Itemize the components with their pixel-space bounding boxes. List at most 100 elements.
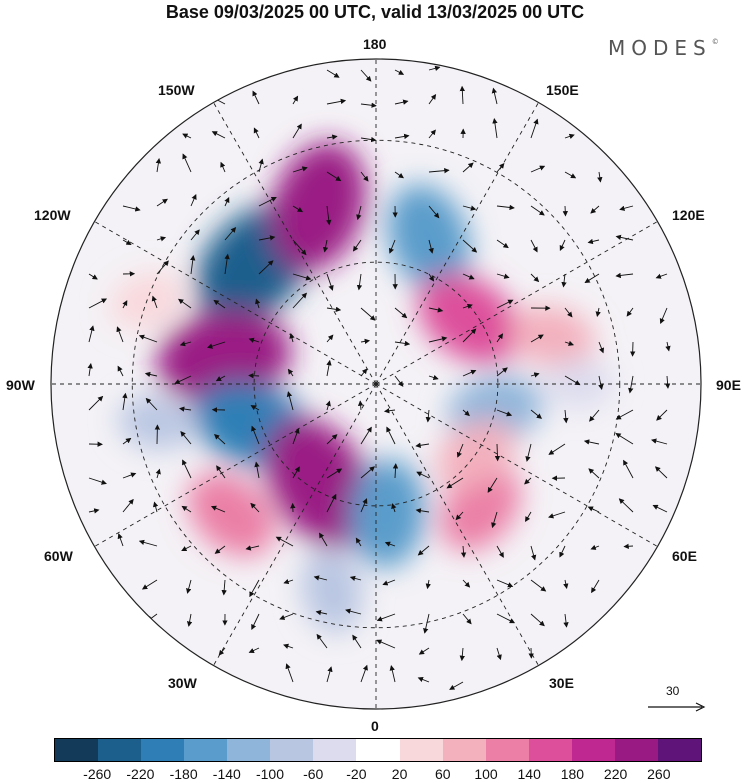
wind-arrow-icon (326, 306, 342, 313)
wind-arrow-icon (315, 610, 328, 616)
anomaly-cell (510, 305, 595, 368)
colorbar-tick-label: -220 (126, 766, 155, 782)
wind-arrow-icon (190, 193, 197, 207)
colorbar-tick-label: -20 (346, 766, 367, 782)
wind-arrow-icon (253, 127, 260, 139)
wind-arrow-icon (496, 367, 508, 377)
wind-arrow-icon (496, 333, 504, 343)
wind-arrow-icon (207, 341, 226, 349)
wind-arrow-icon (563, 613, 569, 628)
wind-arrow-icon (326, 468, 343, 479)
wind-arrow-icon (428, 65, 441, 71)
wind-arrow-icon (179, 341, 192, 347)
wind-arrow-icon (360, 307, 376, 321)
wind-arrow-icon (562, 205, 568, 217)
wind-arrow-icon (224, 227, 237, 241)
wind-arrow-icon (138, 334, 158, 343)
wind-arrow-icon (289, 332, 295, 343)
wind-arrow-icon (388, 239, 396, 254)
wind-arrow-icon (145, 397, 158, 411)
wind-arrow-icon (326, 69, 340, 78)
wind-arrow-icon (525, 511, 532, 523)
wind-arrow-icon (628, 375, 634, 394)
meridian-line (94, 383, 377, 547)
lon-label-120w: 120W (34, 207, 71, 223)
wind-arrow-icon (425, 579, 431, 590)
wind-arrow-icon (391, 503, 397, 513)
wind-arrow-icon (214, 545, 226, 554)
wind-arrow-icon (462, 613, 472, 625)
wind-arrow-icon (287, 368, 294, 377)
colorbar (54, 738, 702, 762)
colorbar-segment (528, 739, 572, 761)
wind-arrow-icon (462, 328, 477, 343)
wind-arrow-icon (141, 579, 158, 590)
wind-arrow-icon (190, 254, 196, 275)
wind-arrow-icon (360, 498, 368, 513)
wind-arrow-icon (496, 239, 509, 249)
wind-arrow-icon (462, 579, 471, 588)
wind-arrow-icon (462, 409, 470, 417)
wind-arrow-icon (283, 643, 294, 649)
wind-arrow-icon (360, 69, 372, 82)
colorbar-segment (227, 739, 271, 761)
wind-arrow-icon (190, 229, 200, 241)
wind-arrow-icon (618, 498, 634, 513)
wind-arrow-icon (664, 375, 671, 389)
wind-arrow-icon (211, 131, 226, 139)
anomaly-cell (270, 141, 367, 271)
wind-arrow-icon (428, 205, 440, 219)
wind-arrow-icon (250, 405, 260, 411)
wind-arrow-icon (492, 118, 498, 139)
wind-arrow-icon (659, 307, 668, 325)
colorbar-tick-label: -180 (169, 766, 198, 782)
wind-arrow-icon (214, 433, 226, 445)
wind-arrow-icon (591, 579, 600, 594)
wind-arrow-icon (394, 375, 404, 387)
colorbar-segment (657, 739, 701, 761)
wind-arrow-icon (258, 196, 277, 207)
wind-arrow-icon (392, 463, 399, 479)
wind-arrow-icon (623, 459, 634, 479)
wind-arrow-icon (382, 579, 396, 586)
wind-arrow-icon (285, 663, 294, 683)
wind-arrow-icon (181, 505, 192, 513)
wind-arrow-icon (530, 239, 538, 253)
wind-arrow-icon (496, 647, 502, 661)
reference-arrow-icon (648, 702, 706, 712)
meridian-line (375, 102, 539, 385)
wind-arrow-icon (292, 292, 308, 309)
meridian-line (375, 221, 658, 385)
lon-label-150w: 150W (158, 82, 195, 98)
wind-arrow-icon (428, 336, 448, 343)
wind-arrow-icon (530, 165, 546, 173)
wind-arrow-icon (325, 400, 331, 411)
anomaly-cell (187, 472, 275, 557)
wind-arrow-icon (254, 461, 260, 479)
wind-arrow-icon (564, 307, 573, 318)
wind-arrow-icon (326, 434, 338, 445)
wind-arrow-icon (216, 465, 226, 479)
wind-arrow-icon (258, 158, 264, 173)
colorbar-segment (184, 739, 228, 761)
wind-arrow-icon (417, 545, 430, 556)
wind-arrow-icon (496, 613, 516, 624)
wind-arrow-icon (487, 477, 498, 493)
wind-arrow-icon (428, 239, 434, 254)
wind-arrow-icon (182, 133, 192, 139)
wind-arrow-icon (88, 508, 100, 514)
lon-label-90w: 90W (6, 377, 35, 393)
wind-arrow-icon (255, 298, 261, 309)
wind-arrow-icon (88, 298, 108, 309)
lon-label-180: 180 (363, 36, 387, 52)
wind-arrow-icon (619, 205, 634, 211)
wind-arrow-icon (446, 477, 464, 489)
wind-arrow-icon (181, 545, 192, 552)
wind-arrow-icon (151, 295, 158, 309)
colorbar-segment (313, 739, 357, 761)
wind-arrow-icon (564, 171, 577, 179)
wind-arrow-icon (326, 98, 347, 105)
colorbar-segment (399, 739, 443, 761)
anomaly-cell (156, 309, 292, 405)
wind-arrow-icon (248, 337, 260, 343)
